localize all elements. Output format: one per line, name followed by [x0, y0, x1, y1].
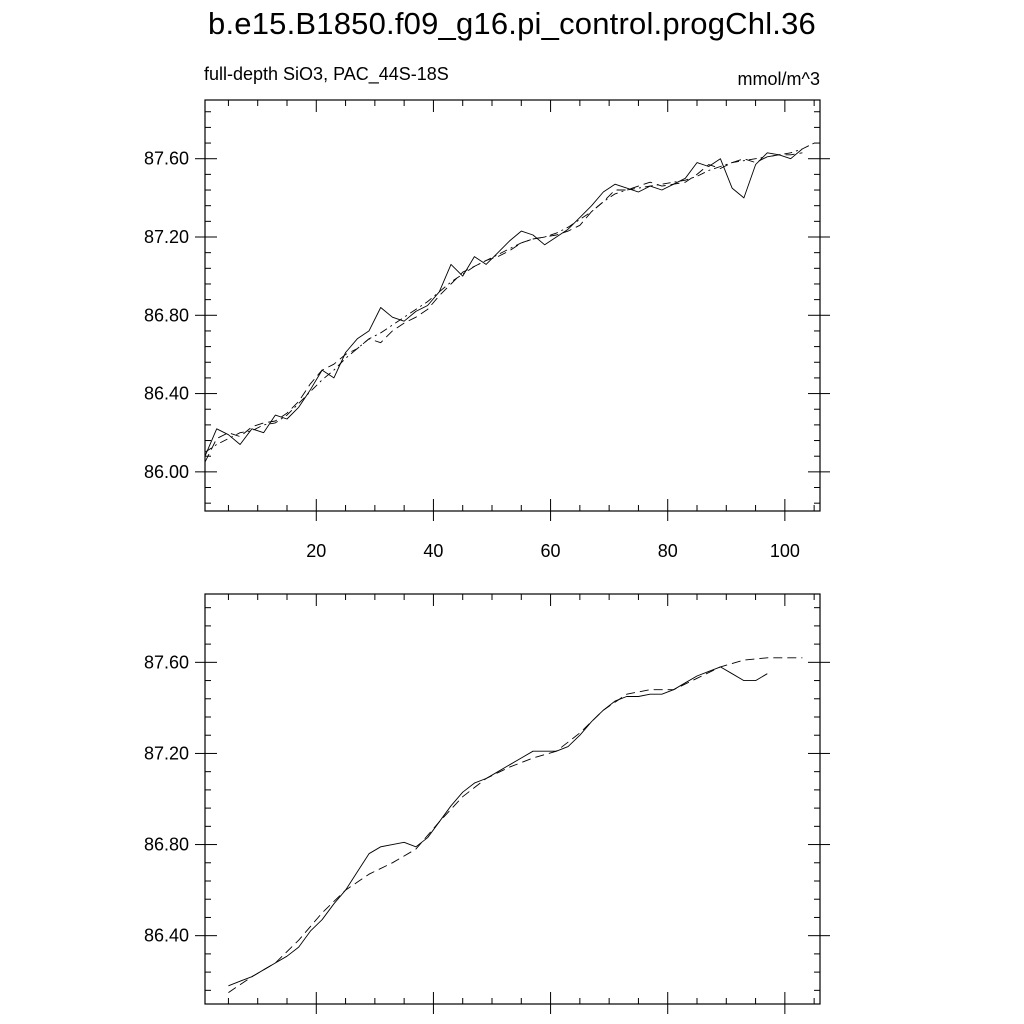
top-y-tick-label: 87.20: [144, 227, 189, 247]
top-x-tick-label: 40: [423, 541, 443, 561]
bottom-panel: 86.40 86.80 87.20 87.60: [144, 593, 830, 1014]
units-label: mmol/m^3: [737, 69, 820, 89]
bottom-y-tick-label: 86.80: [144, 835, 189, 855]
bottom-y-tick-label: 87.60: [144, 652, 189, 672]
top-series-solid-line: [204, 148, 803, 457]
top-y-tick-label: 86.00: [144, 462, 189, 482]
top-plot-frame: [204, 99, 821, 512]
bottom-series-dash-line: [228, 657, 803, 993]
top-x-tick-label: 60: [541, 541, 561, 561]
bottom-y-tick-label: 87.20: [144, 743, 189, 763]
top-y-tick-label: 87.60: [144, 149, 189, 169]
top-y-tick-label: 86.80: [144, 305, 189, 325]
bottom-plot-frame: [204, 593, 821, 1005]
top-y-tick-label: 86.40: [144, 384, 189, 404]
top-x-tick-label: 20: [306, 541, 326, 561]
bottom-series-solid-line: [228, 666, 768, 987]
top-x-tick-label: 80: [658, 541, 678, 561]
top-x-tick-label: 100: [770, 541, 800, 561]
top-series-dashdot-line: [204, 142, 815, 453]
bottom-y-tick-label: 86.40: [144, 926, 189, 946]
page-title: b.e15.B1850.f09_g16.pi_control.progChl.3…: [208, 6, 816, 41]
top-series-dash-line: [204, 152, 803, 463]
variable-region-label: full-depth SiO3, PAC_44S-18S: [204, 64, 449, 84]
top-panel: 86.00 86.40 86.80 87.20 87.60 20 40 60 80 100: [144, 99, 830, 561]
